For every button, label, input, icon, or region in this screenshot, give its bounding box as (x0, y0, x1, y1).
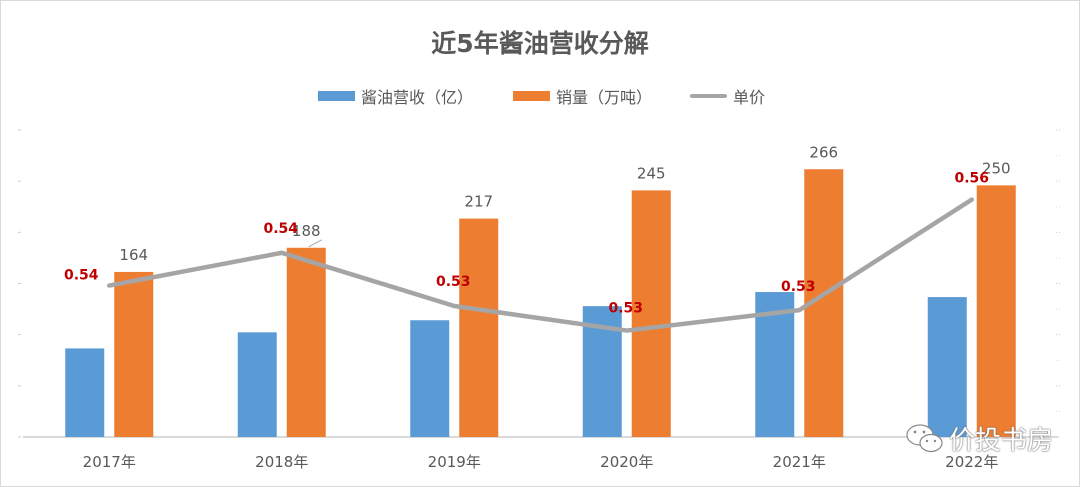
x-tick-label: 2020年 (600, 453, 653, 471)
data-label-price: 0.56 (954, 171, 989, 187)
line-price (107, 197, 974, 333)
data-label-price: 0.53 (436, 274, 471, 290)
data-label-price: 0.54 (64, 268, 99, 284)
legend-swatch (513, 91, 550, 101)
x-tick-label: 2017年 (83, 453, 136, 471)
bar-volume (976, 185, 1016, 437)
data-label-volume: 217 (464, 193, 493, 211)
x-tick-label: 2021年 (773, 453, 826, 471)
x-tick-label: 2022年 (945, 453, 998, 471)
data-label-price: 0.53 (608, 301, 643, 317)
x-tick-label: 2018年 (255, 453, 308, 471)
watermark: 价投书房 (905, 420, 1053, 457)
bar-volume (459, 218, 499, 437)
bar-revenue (65, 348, 105, 437)
data-label-volume: 245 (637, 164, 666, 182)
bar-revenue (927, 297, 967, 437)
data-label-volume: 250 (982, 159, 1011, 177)
chart-title: 近5年酱油营收分解 (431, 29, 649, 58)
data-label-volume: 164 (119, 246, 148, 264)
legend-label: 单价 (733, 88, 766, 107)
legend-label: 酱油营收（亿） (361, 88, 474, 107)
legend-swatch (690, 94, 727, 98)
bar-revenue (410, 320, 450, 437)
data-label-price: 0.53 (781, 279, 816, 295)
bar-volume (114, 271, 154, 437)
watermark-text: 价投书房 (949, 426, 1054, 456)
data-label-volume: 188 (292, 222, 321, 240)
legend-item-volume: 销量（万吨） (513, 84, 652, 108)
bar-volume (631, 190, 671, 437)
data-label-price: 0.54 (263, 221, 298, 237)
bar-revenue (237, 332, 277, 437)
wechat-icon (906, 423, 943, 452)
bar-volume (286, 247, 326, 437)
legend-item-price: 单价 (690, 84, 765, 108)
data-label-volume: 266 (809, 143, 838, 161)
x-tick-label: 2019年 (428, 453, 481, 471)
legend: 酱油营收（亿） 销量（万吨） 单价 (0, 84, 1080, 108)
legend-swatch (318, 91, 355, 101)
legend-label: 销量（万吨） (556, 88, 653, 107)
legend-item-revenue: 酱油营收（亿） (318, 84, 473, 108)
leader-line (308, 239, 322, 248)
